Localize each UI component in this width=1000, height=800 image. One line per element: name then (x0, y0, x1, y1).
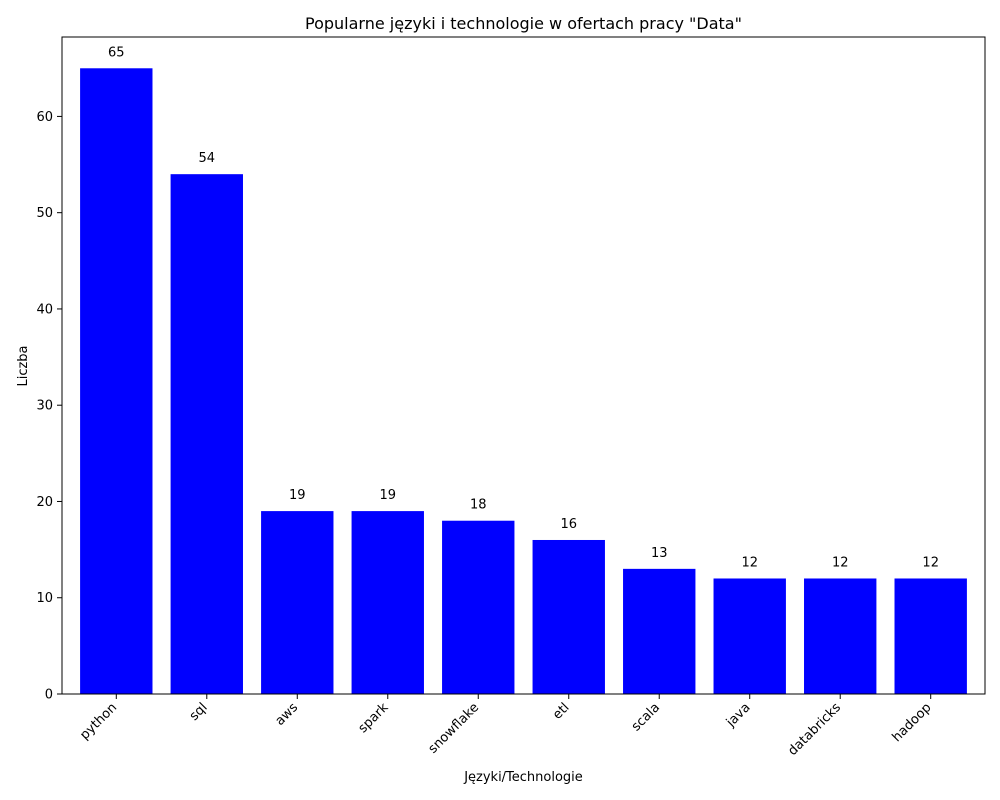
y-tick-label: 30 (36, 399, 53, 414)
x-tick-label: sql (187, 700, 211, 724)
bar-sql (170, 174, 243, 694)
bar-snowflake (442, 520, 515, 694)
x-tick-label: hadoop (890, 700, 935, 745)
data-label-java: 12 (741, 555, 758, 570)
data-label-aws: 19 (289, 488, 306, 503)
data-label-databricks: 12 (832, 555, 849, 570)
bar-hadoop (894, 578, 967, 694)
x-tick-label: aws (273, 700, 302, 729)
y-axis-title: Liczba (16, 345, 31, 386)
x-axis-title: Języki/Technologie (463, 770, 583, 785)
y-tick-label: 0 (45, 688, 53, 703)
y-tick-label: 60 (36, 110, 53, 125)
y-tick-label: 20 (36, 495, 53, 510)
data-label-spark: 19 (379, 488, 396, 503)
x-tick-label: python (77, 700, 120, 743)
plot-area: 65 python 54 sql 19 aws 19 spark 18 snowflake 16 et… (36, 45, 967, 759)
bar-aws (261, 511, 334, 694)
data-label-python: 65 (108, 45, 125, 60)
y-tick-label: 50 (36, 206, 53, 221)
x-tick-label: etl (550, 700, 572, 722)
x-tick-label: spark (356, 700, 392, 736)
bar-databricks (804, 578, 877, 694)
x-tick-label: java (723, 700, 754, 731)
bar-java (713, 578, 786, 694)
bar-etl (532, 539, 605, 694)
chart-title: Popularne języki i technologie w ofertac… (305, 14, 742, 33)
x-tick-label: snowflake (426, 700, 482, 756)
y-tick-label: 10 (36, 591, 53, 606)
data-label-sql: 54 (199, 151, 216, 166)
x-tick-label: databricks (785, 700, 844, 759)
plot-frame (61, 36, 986, 695)
bar-python (80, 68, 153, 695)
x-tick-label: scala (629, 700, 663, 734)
y-tick-label: 40 (36, 302, 53, 317)
data-label-scala: 13 (651, 546, 668, 561)
data-label-etl: 16 (560, 517, 577, 532)
bar-scala (623, 568, 696, 694)
bar-spark (351, 511, 424, 694)
data-label-snowflake: 18 (470, 498, 487, 513)
data-label-hadoop: 12 (922, 555, 939, 570)
